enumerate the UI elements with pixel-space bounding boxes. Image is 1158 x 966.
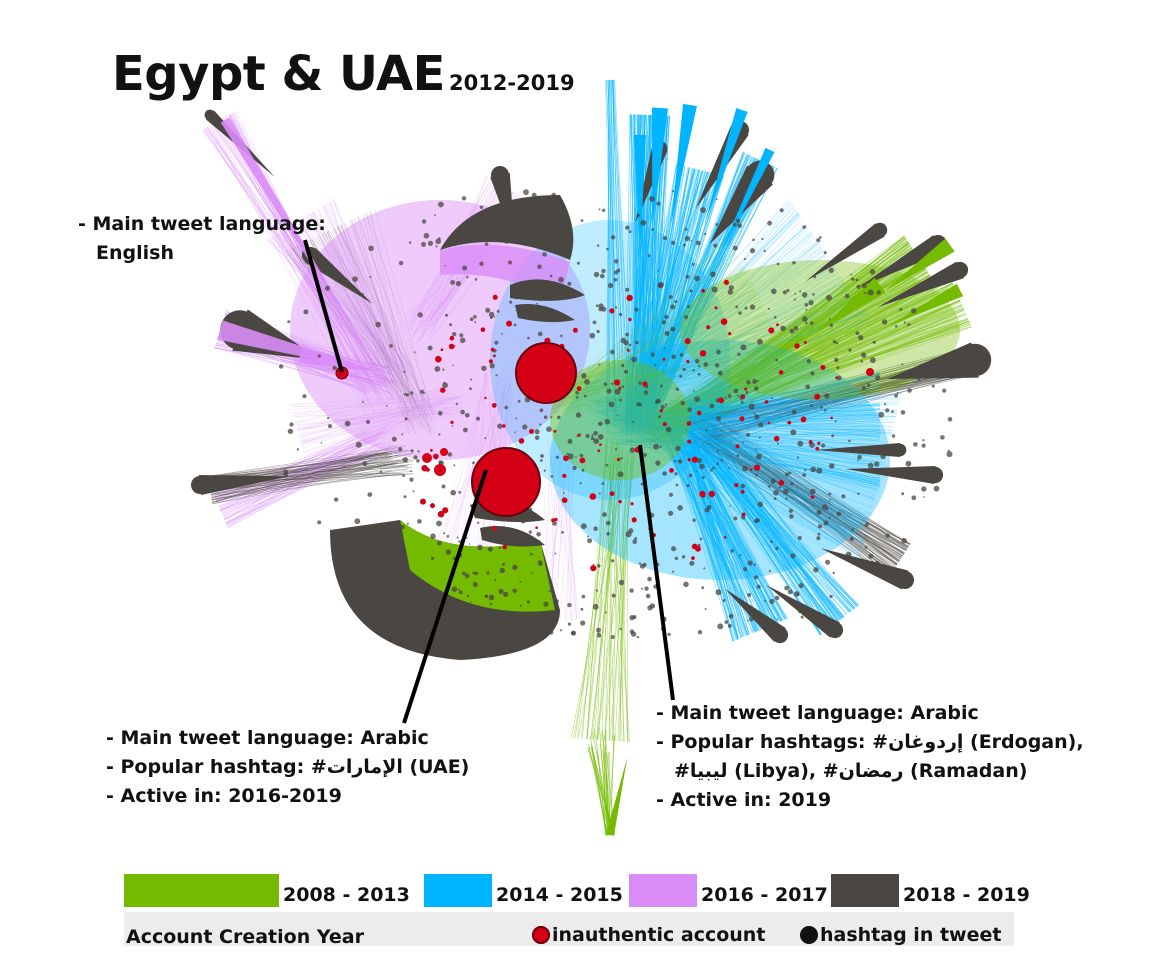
pointer-erdogan — [638, 444, 675, 701]
hashtag-cone-15 — [815, 443, 900, 457]
hashtag-cone-5 — [725, 588, 786, 642]
hashtag-cone-cap-10 — [191, 476, 209, 494]
inauthentic-hub-lower — [471, 447, 541, 517]
hashtag-cone-0 — [858, 235, 943, 288]
hashtag-cone-1 — [877, 261, 964, 307]
annotation-uae-line1: - Main tweet language: Arabic — [106, 727, 429, 749]
hashtag-cone-cap-16 — [491, 166, 509, 184]
hashtag-cone-13 — [805, 223, 885, 281]
inauthentic-node-left-2 — [434, 464, 446, 476]
swatch-2018-2019 — [831, 874, 899, 907]
hashtag-cone-cap-3 — [896, 571, 914, 589]
legend-year-swatches: 2008 - 2013 2014 - 2015 2016 - 2017 2018… — [124, 874, 1030, 908]
annotation-uae-line2: - Popular hashtag: #الإمارات (UAE) — [106, 756, 470, 778]
pointer-english — [303, 239, 344, 373]
blue-cone-4 — [717, 147, 775, 259]
annotation-erdogan-line2: - Popular hashtags: #إردوغان (Erdogan), — [656, 731, 1084, 753]
annotation-english-line2: English — [96, 242, 174, 264]
hashtag-cone-cap-12 — [204, 109, 216, 121]
hashtag-cone-cap-13 — [872, 222, 888, 238]
green-cone-1 — [888, 283, 964, 326]
hashtag-cone-cap-1 — [951, 261, 969, 279]
blue-cone-2 — [634, 135, 646, 255]
title-years: 2012-2019 — [448, 71, 575, 95]
annotation-english-line1: - Main tweet language: — [78, 213, 326, 235]
inauthentic-hub-upper — [515, 342, 577, 404]
page-title: Egypt & UAE 2012-2019 — [112, 46, 575, 102]
annotation-english-cluster: - Main tweet language: English — [78, 210, 326, 268]
inauthentic-node-right — [866, 368, 874, 376]
swatch-2008-2013 — [124, 874, 279, 907]
legend-inauthentic: inauthentic account — [532, 924, 765, 946]
inauthentic-node-left-1 — [422, 453, 432, 463]
annotation-erdogan-line4: - Active in: 2019 — [656, 789, 832, 811]
swatch-label-2018-2019: 2018 - 2019 — [903, 884, 1030, 906]
swatch-label-2008-2013: 2008 - 2013 — [283, 884, 410, 906]
hashtag-cone-cap-5 — [771, 626, 789, 644]
hashtag-cone-3 — [820, 548, 909, 590]
legend-hashtag-label: hashtag in tweet — [820, 924, 1002, 946]
hashtag-cone-2 — [887, 342, 979, 380]
blue-cone-1 — [671, 103, 697, 224]
annotation-uae-line3: - Active in: 2016-2019 — [106, 785, 342, 807]
legend-inauthentic-label: inauthentic account — [552, 924, 766, 946]
blue-cone-3 — [704, 108, 748, 224]
pointer-uae — [402, 469, 488, 724]
hashtag-cone-cap-4 — [826, 621, 844, 639]
blue-cone-0 — [652, 107, 668, 228]
hashtag-cone-cap-15 — [893, 443, 907, 457]
hashtag-cone-4 — [766, 585, 840, 638]
title-main: Egypt & UAE — [112, 46, 445, 102]
legend-hashtag: hashtag in tweet — [800, 924, 1001, 946]
hashtag-dot-icon — [800, 926, 818, 944]
swatch-label-2016-2017: 2016 - 2017 — [701, 884, 828, 906]
hashtag-cone-16 — [490, 172, 515, 244]
legend-key-bar: Account Creation Year inauthentic accoun… — [124, 912, 1014, 948]
swatch-label-2014-2015: 2014 - 2015 — [496, 884, 623, 906]
purple-cone-2 — [220, 117, 380, 372]
green-cone-0 — [884, 238, 955, 291]
inauthentic-node-left-3 — [440, 448, 448, 456]
annotation-erdogan-cluster: - Main tweet language: Arabic - Popular … — [656, 699, 1084, 815]
legend-caption: Account Creation Year — [126, 926, 364, 948]
swatch-2014-2015 — [424, 874, 492, 907]
hashtag-cone-14 — [845, 466, 936, 484]
annotation-erdogan-line3: #ليبيا (Libya), #رمضان (Ramadan) — [674, 760, 1028, 782]
annotation-uae-cluster: - Main tweet language: Arabic - Popular … — [106, 724, 469, 811]
green-cone-3 — [606, 756, 628, 836]
inauthentic-dot-icon — [532, 926, 550, 944]
cluster-2008-2013-core — [550, 360, 690, 480]
hub-arc-dark-upper — [440, 195, 574, 260]
swatch-2016-2017 — [629, 874, 697, 907]
hub-arc-small-4 — [480, 526, 545, 547]
hashtag-cone-11 — [304, 247, 373, 304]
hashtag-cone-10 — [199, 475, 290, 495]
annotation-erdogan-line1: - Main tweet language: Arabic — [656, 702, 979, 724]
hashtag-cone-cap-2 — [958, 343, 992, 377]
